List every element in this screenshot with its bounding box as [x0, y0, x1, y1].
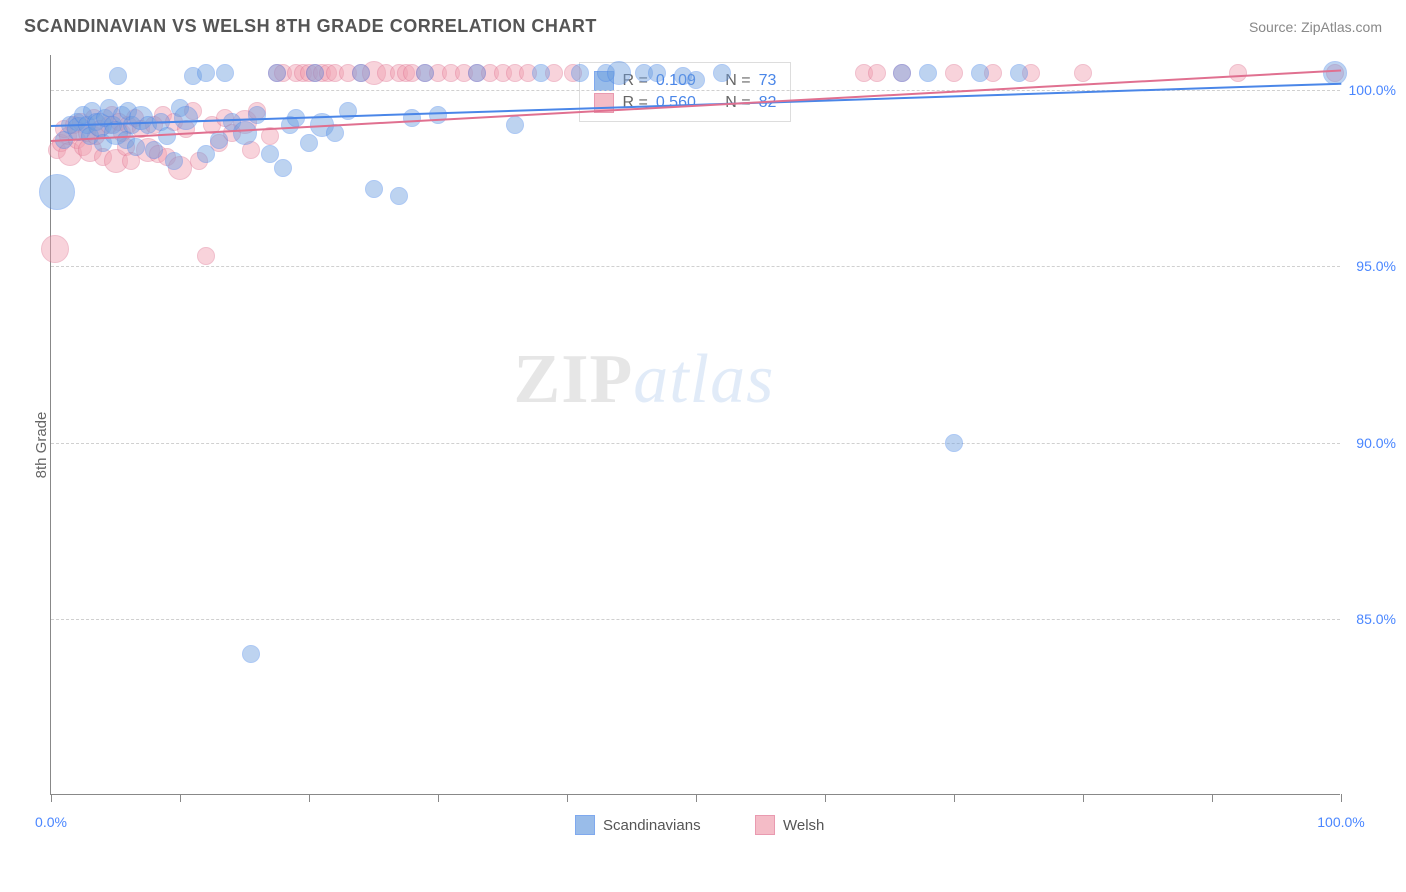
watermark: ZIPatlas	[514, 340, 775, 420]
chart-source: Source: ZipAtlas.com	[1249, 19, 1382, 35]
scatter-point-scandinavian	[39, 174, 75, 210]
scatter-point-scandinavian	[1323, 61, 1347, 85]
scatter-point-scandinavian	[300, 134, 318, 152]
scatter-point-scandinavian	[158, 127, 176, 145]
scatter-point-welsh	[1074, 64, 1092, 82]
legend-label: Welsh	[783, 817, 824, 834]
scatter-point-scandinavian	[919, 64, 937, 82]
scatter-point-scandinavian	[233, 121, 257, 145]
scatter-point-scandinavian	[127, 138, 145, 156]
watermark-atlas: atlas	[633, 341, 774, 418]
x-tick-label: 0.0%	[35, 814, 67, 830]
scatter-point-scandinavian	[197, 145, 215, 163]
x-tick	[1212, 794, 1213, 802]
chart-header: SCANDINAVIAN VS WELSH 8TH GRADE CORRELAT…	[0, 0, 1406, 45]
scatter-point-scandinavian	[216, 64, 234, 82]
scatter-point-scandinavian	[687, 71, 705, 89]
legend-swatch	[575, 815, 595, 835]
scatter-point-scandinavian	[971, 64, 989, 82]
scatter-point-scandinavian	[242, 645, 260, 663]
scatter-point-scandinavian	[1010, 64, 1028, 82]
legend-item: Welsh	[755, 815, 824, 835]
scatter-point-welsh	[1229, 64, 1247, 82]
chart-title: SCANDINAVIAN VS WELSH 8TH GRADE CORRELAT…	[24, 16, 597, 37]
scatter-point-scandinavian	[416, 64, 434, 82]
x-tick	[1083, 794, 1084, 802]
scatter-point-scandinavian	[945, 434, 963, 452]
watermark-zip: ZIP	[514, 341, 634, 418]
scatter-point-scandinavian	[571, 64, 589, 82]
scatter-point-scandinavian	[352, 64, 370, 82]
x-tick	[309, 794, 310, 802]
scatter-point-welsh	[868, 64, 886, 82]
x-tick-label: 100.0%	[1317, 814, 1364, 830]
scatter-point-scandinavian	[274, 159, 292, 177]
scatter-point-scandinavian	[365, 180, 383, 198]
scatter-point-scandinavian	[390, 187, 408, 205]
scatter-point-scandinavian	[607, 61, 631, 85]
scatter-point-scandinavian	[165, 152, 183, 170]
scatter-point-scandinavian	[648, 64, 666, 82]
scatter-point-scandinavian	[506, 116, 524, 134]
scatter-point-welsh	[945, 64, 963, 82]
scatter-point-scandinavian	[306, 64, 324, 82]
x-tick	[1341, 794, 1342, 802]
y-tick-label: 100.0%	[1346, 82, 1396, 98]
scatter-point-scandinavian	[197, 64, 215, 82]
stat-n-value: 73	[759, 72, 777, 90]
scatter-point-scandinavian	[145, 141, 163, 159]
scatter-point-scandinavian	[174, 106, 198, 130]
scatter-point-scandinavian	[210, 131, 228, 149]
scatter-point-scandinavian	[109, 67, 127, 85]
scatter-point-scandinavian	[268, 64, 286, 82]
chart-area: 8th Grade ZIPatlas R = 0.109 N = 73R = 0…	[0, 45, 1406, 845]
legend-swatch	[755, 815, 775, 835]
x-tick	[954, 794, 955, 802]
legend-label: Scandinavians	[603, 817, 701, 834]
y-tick-label: 95.0%	[1346, 258, 1396, 274]
x-tick	[825, 794, 826, 802]
legend-item: Scandinavians	[575, 815, 701, 835]
scatter-point-scandinavian	[248, 106, 266, 124]
scatter-point-welsh	[197, 247, 215, 265]
y-tick-label: 85.0%	[1346, 611, 1396, 627]
scatter-point-welsh	[41, 235, 69, 263]
scatter-point-scandinavian	[468, 64, 486, 82]
y-tick-label: 90.0%	[1346, 435, 1396, 451]
x-tick	[567, 794, 568, 802]
scatter-point-scandinavian	[339, 102, 357, 120]
x-tick	[438, 794, 439, 802]
x-tick	[696, 794, 697, 802]
x-tick	[180, 794, 181, 802]
scatter-plot: ZIPatlas R = 0.109 N = 73R = 0.560 N = 8…	[50, 55, 1340, 795]
y-axis-label: 8th Grade	[33, 412, 50, 479]
scatter-point-scandinavian	[713, 64, 731, 82]
scatter-point-scandinavian	[893, 64, 911, 82]
grid-line	[51, 619, 1340, 620]
scatter-point-scandinavian	[532, 64, 550, 82]
grid-line	[51, 266, 1340, 267]
grid-line	[51, 443, 1340, 444]
x-tick	[51, 794, 52, 802]
